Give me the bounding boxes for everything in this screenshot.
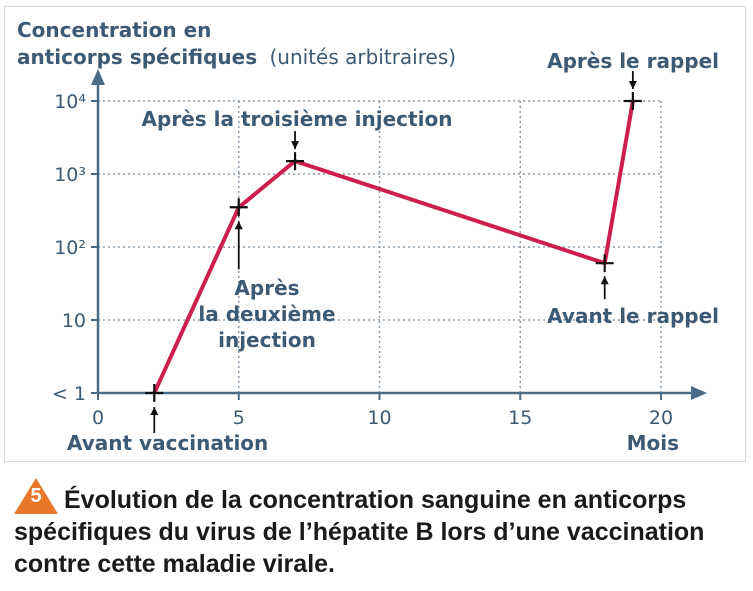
arrow-before-vaccination (150, 407, 159, 433)
y-axis-label-units: (unités arbitraires) (270, 45, 457, 69)
y-tick-label: 10 (62, 310, 86, 332)
arrow-second-injection (234, 221, 243, 270)
annotation-arrows (150, 71, 637, 433)
arrow-third-injection (291, 131, 300, 150)
x-tick-label: 10 (367, 407, 391, 429)
data-point (229, 198, 248, 217)
y-axis-label-line1: Concentration en (17, 18, 211, 42)
y-axis-label-bold: anticorps spécifiques (17, 45, 257, 69)
x-axis-label: Mois (627, 431, 679, 455)
figure-caption: 5 Évolution de la concentration sanguine… (14, 478, 744, 580)
data-point (145, 384, 164, 402)
x-tick-label: 15 (508, 407, 532, 429)
y-axis-label-line2: anticorps spécifiques (unités arbitraire… (17, 45, 456, 69)
arrow-before-booster (600, 276, 609, 300)
annotation-second-injection-line2: la deuxième (198, 302, 335, 326)
y-tick-label: < 1 (52, 383, 86, 405)
annotation-after-booster: Après le rappel (547, 49, 719, 73)
y-tick-label: 10⁴ (54, 91, 86, 113)
chart-panel: 0 5 10 15 20 < 1 10 10² 10³ 10⁴ Concentration en … (4, 6, 746, 462)
figure-caption-text: Évolution de la concentration sanguine e… (14, 486, 705, 578)
annotation-before-vaccination: Avant vaccination (67, 431, 268, 455)
y-axis-arrow (91, 69, 105, 85)
data-points (145, 92, 642, 402)
x-tick-label: 0 (92, 407, 104, 429)
arrow-after-booster (628, 71, 637, 89)
annotation-before-booster: Avant le rappel (547, 304, 719, 328)
x-tick-label: 20 (649, 407, 673, 429)
figure-number: 5 (30, 485, 42, 507)
annotation-second-injection-line1: Après (234, 276, 299, 300)
x-tick-label: 5 (233, 407, 245, 429)
annotation-third-injection: Après la troisième injection (142, 107, 453, 131)
annotations: Avant vaccination Après la deuxième inje… (67, 49, 719, 455)
grid (98, 99, 662, 393)
figure-number-badge: 5 (14, 478, 58, 514)
data-point (595, 254, 614, 273)
x-axis-arrow (691, 386, 707, 400)
y-tick-label: 10² (54, 237, 86, 259)
axes (91, 69, 707, 400)
annotation-second-injection-line3: injection (218, 328, 316, 352)
y-tick-label: 10³ (54, 164, 86, 186)
data-point (286, 152, 305, 171)
data-point (623, 92, 642, 110)
ticks: 0 5 10 15 20 < 1 10 10² 10³ 10⁴ (52, 91, 673, 429)
